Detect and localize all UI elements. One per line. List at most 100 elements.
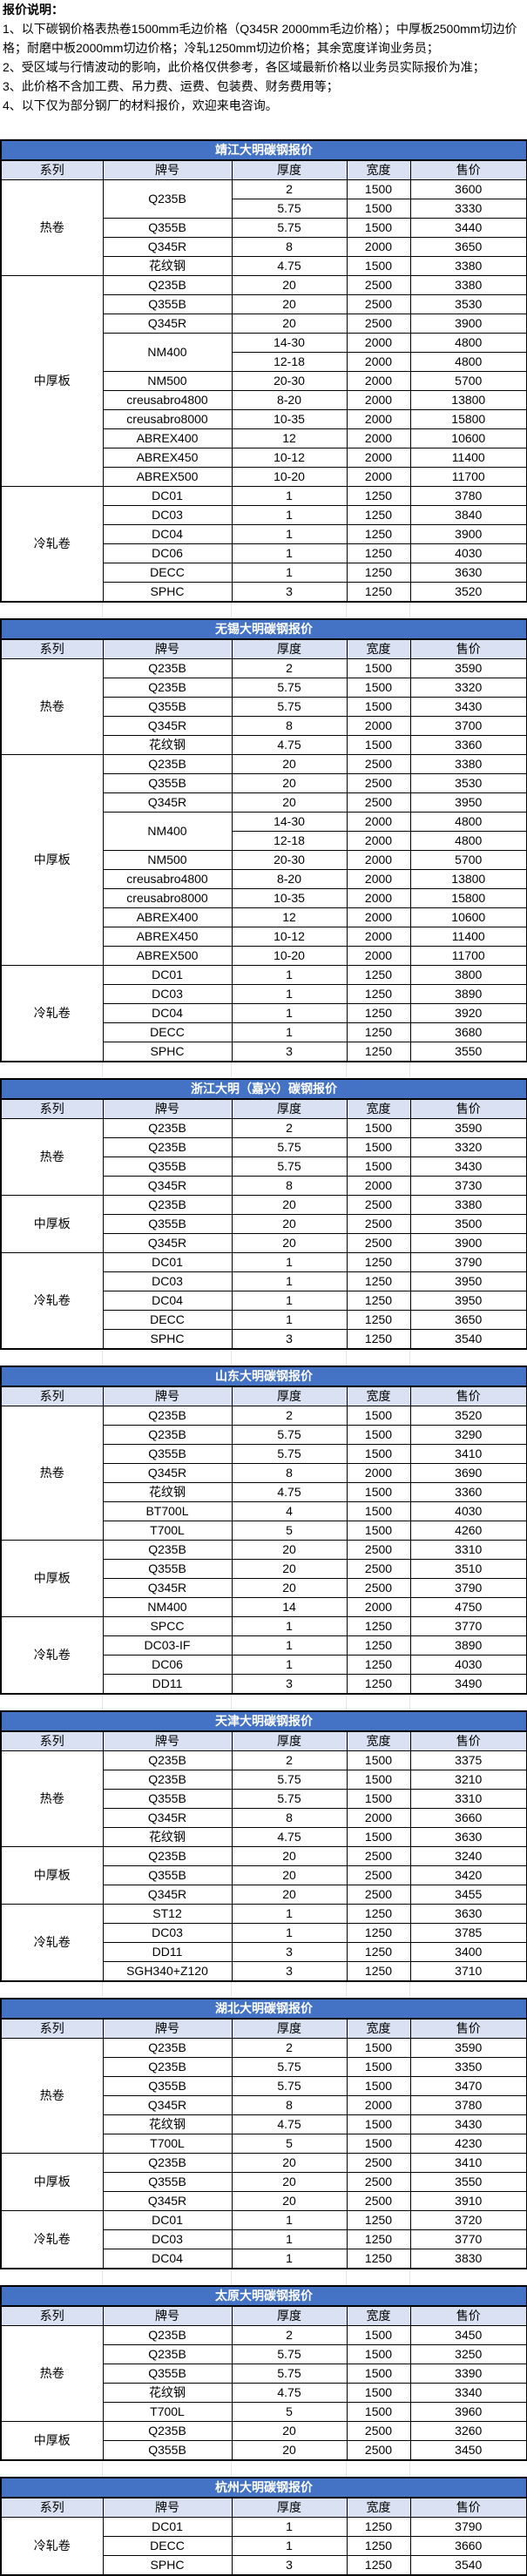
width-cell: 1500 [346, 735, 411, 755]
thickness-cell: 1 [231, 1655, 348, 1675]
series-cell: 冷轧卷 [0, 965, 104, 1062]
price-cell: 4800 [409, 812, 527, 832]
width-cell: 2000 [346, 869, 411, 889]
grade-cell: SPHC [102, 582, 233, 603]
width-cell: 1250 [346, 1271, 411, 1291]
grade-cell: 花纹钢 [102, 2114, 233, 2134]
grade-cell: SPHC [102, 1042, 233, 1062]
price-cell: 3790 [409, 1252, 527, 1272]
width-cell: 1500 [346, 2383, 411, 2403]
width-cell: 2500 [346, 792, 411, 813]
width-cell: 1500 [346, 1482, 411, 1502]
price-cell: 4230 [409, 2134, 527, 2154]
table-row: Q235B 5.75 1500 3210 [1, 1770, 527, 1790]
price-cell: 3430 [409, 1157, 527, 1177]
price-cell: 3490 [409, 1674, 527, 1695]
thickness-cell: 3 [231, 1329, 348, 1350]
header-row: 系列 牌号 厚度 宽度 售价 [0, 2018, 527, 2039]
header-row: 系列 牌号 厚度 宽度 售价 [0, 1098, 527, 1119]
grade-cell: Q345R [102, 1885, 233, 1905]
grade-cell: DC01 [102, 2210, 233, 2230]
width-cell: 1250 [346, 1961, 411, 1982]
table-row: DC03 1 1250 3770 [1, 2229, 527, 2249]
note-line: 4、以下仅为部分钢厂的材料报价，欢迎来电咨询。 [3, 98, 278, 112]
column-header: 宽度 [346, 1386, 411, 1406]
grade-cell: Q345R [102, 237, 233, 257]
price-cell: 10600 [409, 907, 527, 927]
thickness-cell: 3 [231, 1042, 348, 1062]
table-row: DD11 3 1250 3490 [1, 1674, 527, 1695]
column-header: 系列 [0, 2018, 104, 2039]
thickness-cell: 5.75 [231, 1157, 348, 1177]
column-header: 系列 [0, 159, 104, 180]
table-row: 冷轧卷 DC01 1 1250 3800 [0, 965, 527, 1062]
price-cell: 3380 [409, 1195, 527, 1215]
table-title: 浙江大明（嘉兴）碳钢报价 [0, 1078, 527, 1100]
thickness-cell: 20-30 [231, 371, 348, 391]
table-row: ABREX500 10-20 2000 11700 [1, 946, 527, 966]
width-cell: 2500 [346, 314, 411, 334]
width-cell: 2000 [346, 390, 411, 410]
column-header: 系列 [0, 2497, 104, 2518]
grade-cell: DC03 [102, 1923, 233, 1943]
price-cell: 3710 [409, 1961, 527, 1982]
title-row: 无锡大明碳钢报价 [0, 618, 527, 640]
price-cell: 3360 [409, 735, 527, 755]
thickness-cell: 10-12 [231, 448, 348, 468]
table-title: 杭州大明碳钢报价 [0, 2477, 527, 2498]
column-header: 售价 [409, 159, 527, 180]
table-row: Q345R 20 2500 3950 [1, 792, 527, 813]
column-header: 牌号 [102, 1386, 233, 1406]
series-cell: 冷轧卷 [0, 1616, 104, 1695]
grade-cell: Q355B [102, 218, 233, 238]
thickness-cell: 2 [231, 1750, 348, 1770]
grade-cell: Q235B [102, 2421, 233, 2441]
table-title: 湖北大明碳钢报价 [0, 1998, 527, 2020]
grade-cell: Q235B [102, 2325, 233, 2345]
table-row: Q355B 20 2500 3510 [1, 1559, 527, 1579]
table-row: 冷轧卷 DC01 1 1250 3790 [0, 1252, 527, 1350]
column-header: 系列 [0, 638, 104, 659]
width-cell: 2000 [346, 448, 411, 468]
table-row: Q355B 20 2500 3530 [1, 773, 527, 793]
thickness-cell: 5.75 [231, 2076, 348, 2096]
price-cell: 4260 [409, 1521, 527, 1541]
grade-cell: Q235B [102, 1540, 233, 1560]
table-row: Q345R 8 2000 3730 [1, 1176, 527, 1196]
width-cell: 2000 [346, 2095, 411, 2115]
column-header: 厚度 [231, 1098, 348, 1119]
width-cell: 2000 [346, 927, 411, 947]
thickness-cell: 3 [231, 1674, 348, 1695]
width-cell: 1250 [346, 563, 411, 583]
column-header: 宽度 [346, 1098, 411, 1119]
series-cell: 热卷 [0, 1750, 104, 1847]
grade-cell: Q355B [102, 1789, 233, 1809]
grade-cell: Q355B [102, 294, 233, 314]
grade-cell: SGH340+Z120 [102, 1961, 233, 1982]
width-cell: 1250 [346, 524, 411, 544]
column-header: 售价 [409, 2018, 527, 2039]
price-table: 浙江大明（嘉兴）碳钢报价 系列 牌号 厚度 宽度 售价 热卷 Q235B 2 1500 3590 Q2… [0, 1078, 527, 1350]
price-cell: 3840 [409, 505, 527, 525]
thickness-cell: 1 [231, 1904, 348, 1924]
grade-cell: DC06 [102, 543, 233, 563]
price-cell: 3240 [409, 1846, 527, 1866]
width-cell: 1500 [346, 658, 411, 678]
thickness-cell: 1 [231, 2536, 348, 2556]
width-cell: 1250 [346, 1616, 411, 1636]
column-header: 牌号 [102, 2305, 233, 2326]
price-cell: 11700 [409, 467, 527, 487]
thickness-cell: 1 [231, 1635, 348, 1656]
width-cell: 1500 [346, 1750, 411, 1770]
grade-cell: SPHC [102, 2555, 233, 2576]
thickness-cell: 20 [231, 1578, 348, 1598]
width-cell: 1250 [346, 2555, 411, 2576]
series-cell: 中厚板 [0, 1540, 104, 1617]
price-cell: 3360 [409, 1482, 527, 1502]
table-row: 热卷 Q235B 2 1500 3375 [0, 1750, 527, 1847]
header-row: 系列 牌号 厚度 宽度 售价 [0, 159, 527, 180]
price-cell: 3380 [409, 256, 527, 276]
price-cell: 3950 [409, 1291, 527, 1311]
width-cell: 1500 [346, 1827, 411, 1847]
thickness-cell: 8 [231, 237, 348, 257]
